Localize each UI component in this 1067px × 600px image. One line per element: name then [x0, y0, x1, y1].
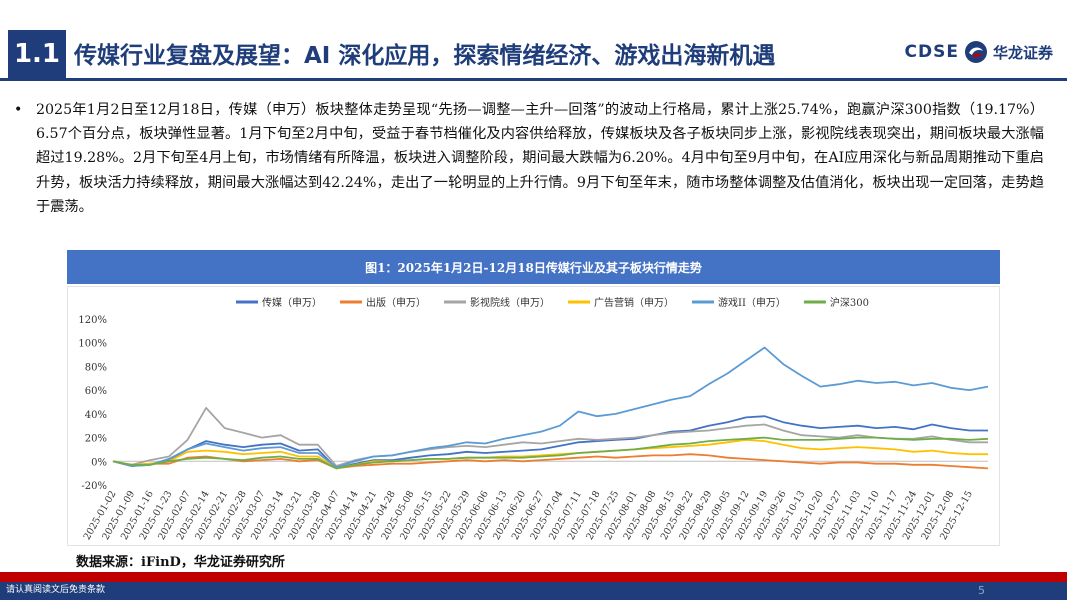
logo-cn-text: 华龙证券	[992, 43, 1053, 62]
legend-label: 传媒（申万）	[262, 296, 322, 309]
footer-bar	[0, 582, 1067, 600]
summary-text: 2025年1月2日至12月18日，传媒（申万）板块整体走势呈现“先扬—调整—主升…	[36, 102, 1044, 215]
section-number: 1.1	[8, 30, 66, 78]
line-chart: -20%0%20%40%60%80%100%120%2025-01-022025…	[78, 296, 989, 542]
y-tick-label: 40%	[85, 410, 107, 421]
source-note: 数据来源：iFinD，华龙证券研究所	[76, 555, 285, 570]
footer-red-stripe	[0, 572, 1067, 582]
company-logo: CDSE 华龙证券	[905, 40, 1053, 64]
chart-title: 图1：2025年1月2日-12月18日传媒行业及其子板块行情走势	[67, 250, 1000, 284]
legend-label: 游戏II（申万）	[718, 296, 786, 309]
y-tick-label: 60%	[85, 386, 107, 397]
legend-label: 出版（申万）	[366, 296, 426, 309]
series-line	[112, 453, 989, 470]
disclaimer-text: 请认真阅读文后免责条款	[6, 585, 106, 595]
legend-label: 广告营销（申万）	[594, 296, 674, 309]
series-line	[112, 407, 988, 467]
page-number: 5	[978, 584, 985, 597]
y-tick-label: 80%	[85, 362, 107, 373]
legend-label: 沪深300	[830, 296, 869, 309]
y-tick-label: 120%	[78, 315, 107, 326]
header-bar: 1.1 传媒行业复盘及展望：AI 深化应用，探索情绪经济、游戏出海新机遇 CDS…	[0, 22, 1067, 81]
y-tick-label: 0%	[91, 457, 107, 468]
series-line	[112, 436, 989, 470]
bullet: •	[14, 102, 23, 118]
header-underline	[0, 78, 1067, 81]
summary-paragraph: • 2025年1月2日至12月18日，传媒（申万）板块整体走势呈现“先扬—调整—…	[14, 98, 1044, 219]
legend-label: 影视院线（申万）	[470, 296, 550, 309]
y-tick-label: -20%	[81, 481, 107, 492]
series-line	[112, 438, 988, 470]
logo-latin-text: CDSE	[904, 42, 959, 62]
y-tick-label: 100%	[78, 339, 107, 350]
page-title: 传媒行业复盘及展望：AI 深化应用，探索情绪经济、游戏出海新机遇	[74, 43, 776, 69]
series-line	[112, 415, 988, 470]
y-tick-label: 20%	[85, 434, 107, 445]
dragon-logo-icon	[964, 41, 987, 63]
chart-container: -20% 0% 20% 40% 60% 80% 100% 120% 2025-01-02 2025…	[67, 286, 1000, 546]
series-line	[112, 346, 989, 469]
